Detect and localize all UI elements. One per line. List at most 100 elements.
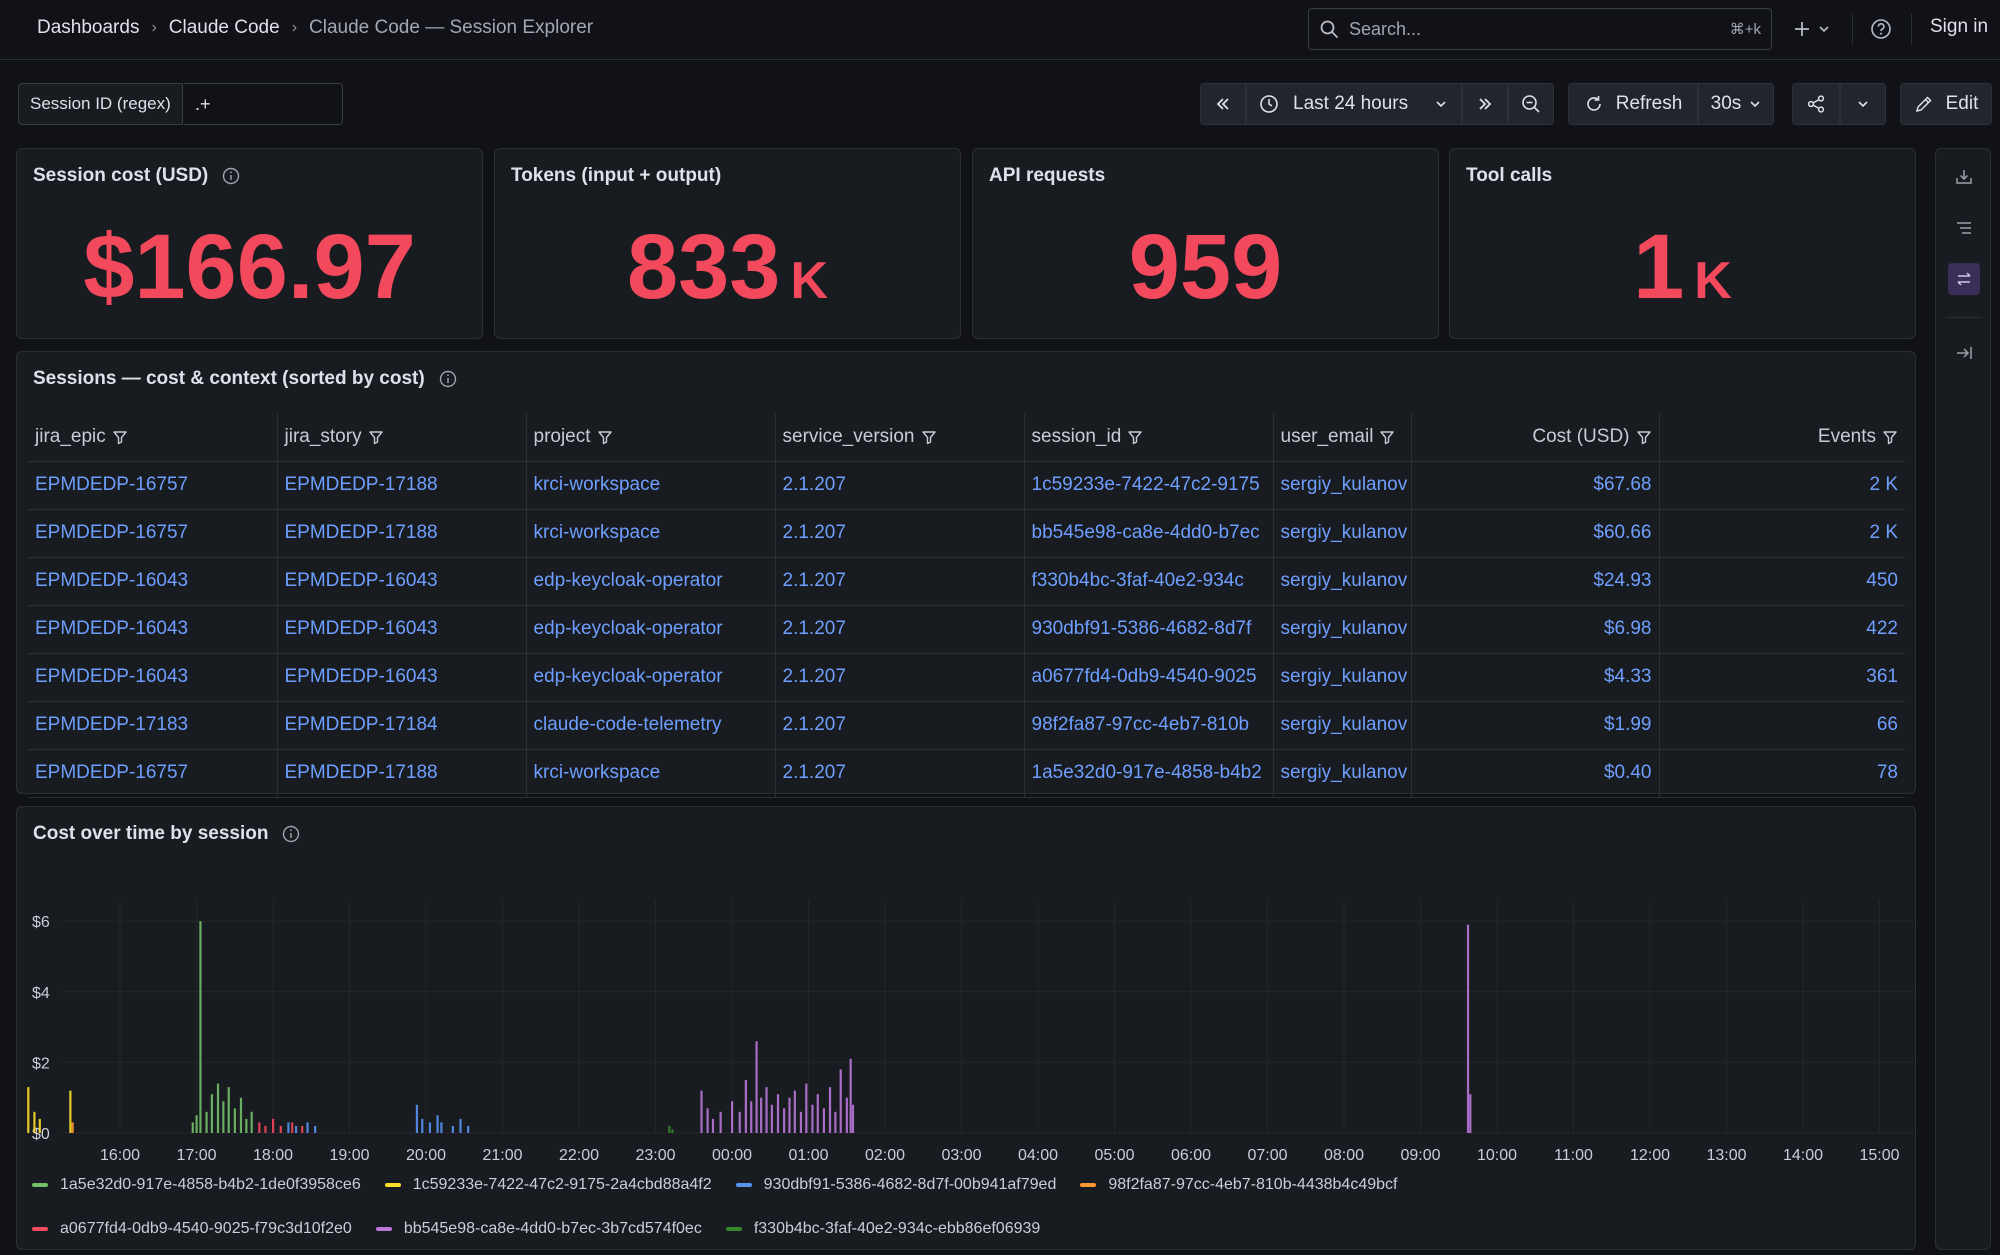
table-cell-cost-usd[interactable]: $4.33 <box>1411 653 1660 702</box>
legend-item[interactable]: 930dbf91-5386-4682-8d7f-00b941af79ed <box>735 1175 1056 1195</box>
table-cell-service-version[interactable]: 2.1.207 <box>775 509 1025 558</box>
info-icon[interactable] <box>439 370 457 388</box>
breadcrumb-claude-code[interactable]: Claude Code <box>168 17 280 38</box>
session-regex-input[interactable] <box>184 83 343 125</box>
table-cell-cost-usd[interactable]: $24.93 <box>1411 557 1660 606</box>
table-cell-session-id[interactable]: 98f2fa87-97cc-4eb7-810b <box>1024 701 1274 750</box>
table-cell-cost-usd[interactable]: $60.66 <box>1411 509 1660 558</box>
refresh-interval-picker[interactable]: 30s <box>1698 83 1774 125</box>
column-header[interactable]: user_email <box>1273 413 1412 462</box>
search-bar[interactable]: Search... ⌘+k <box>1308 8 1772 50</box>
table-cell-jira-epic[interactable]: EPMDEDP-16043 <box>28 605 278 654</box>
export-button[interactable] <box>1948 161 1980 193</box>
table-cell-session-id[interactable]: a0677fd4-0db9-4540-9025 <box>1024 653 1274 702</box>
outline-button[interactable] <box>1948 212 1980 244</box>
table-cell-cost-usd[interactable]: $6.98 <box>1411 605 1660 654</box>
column-header[interactable]: jira_story <box>277 413 527 462</box>
table-cell-user-email[interactable]: sergiy_kulanov <box>1273 557 1412 606</box>
table-cell-events[interactable]: 2 K <box>1659 461 1905 510</box>
table-cell-project[interactable]: edp-keycloak-operator <box>526 557 776 606</box>
table-cell-project[interactable]: edp-keycloak-operator <box>526 605 776 654</box>
table-cell-project[interactable]: claude-code-telemetry <box>526 701 776 750</box>
info-icon[interactable] <box>282 825 300 843</box>
share-button[interactable] <box>1792 83 1840 125</box>
table-cell-project[interactable]: edp-keycloak-operator <box>526 653 776 702</box>
column-header[interactable]: session_id <box>1024 413 1274 462</box>
table-cell-events[interactable]: 450 <box>1659 557 1905 606</box>
table-cell-jira-story[interactable]: EPMDEDP-16043 <box>277 605 527 654</box>
table-cell-jira-story[interactable]: EPMDEDP-17188 <box>277 749 527 798</box>
table-cell-project[interactable]: krci-workspace <box>526 749 776 798</box>
filter-icon[interactable] <box>368 429 384 445</box>
table-cell-session-id[interactable]: 930dbf91-5386-4682-8d7f <box>1024 605 1274 654</box>
table-cell-project[interactable]: krci-workspace <box>526 509 776 558</box>
table-cell-events[interactable]: 422 <box>1659 605 1905 654</box>
table-cell-cost-usd[interactable]: $1.99 <box>1411 701 1660 750</box>
table-cell-jira-epic[interactable]: EPMDEDP-16757 <box>28 749 278 798</box>
table-cell-events[interactable]: 2 K <box>1659 509 1905 558</box>
filter-icon[interactable] <box>921 429 937 445</box>
add-menu-button[interactable] <box>1792 12 1830 46</box>
column-header[interactable]: project <box>526 413 776 462</box>
filter-icon[interactable] <box>1379 429 1395 445</box>
table-cell-service-version[interactable]: 2.1.207 <box>775 557 1025 606</box>
table-cell-user-email[interactable]: sergiy_kulanov <box>1273 461 1412 510</box>
table-cell-jira-epic[interactable]: EPMDEDP-16757 <box>28 509 278 558</box>
table-cell-session-id[interactable]: 1a5e32d0-917e-4858-b4b2 <box>1024 749 1274 798</box>
table-cell-events[interactable]: 361 <box>1659 653 1905 702</box>
table-cell-user-email[interactable]: sergiy_kulanov <box>1273 653 1412 702</box>
filter-icon[interactable] <box>1882 429 1898 445</box>
column-header[interactable]: jira_epic <box>28 413 278 462</box>
table-cell-project[interactable]: krci-workspace <box>526 461 776 510</box>
filter-icon[interactable] <box>112 429 128 445</box>
table-cell-jira-story[interactable]: EPMDEDP-16043 <box>277 557 527 606</box>
table-cell-jira-story[interactable]: EPMDEDP-17184 <box>277 701 527 750</box>
filter-icon[interactable] <box>597 429 613 445</box>
table-cell-jira-story[interactable]: EPMDEDP-16043 <box>277 653 527 702</box>
table-cell-jira-epic[interactable]: EPMDEDP-16757 <box>28 461 278 510</box>
help-button[interactable] <box>1870 12 1892 46</box>
table-cell-events[interactable]: 66 <box>1659 701 1905 750</box>
column-header[interactable]: Events <box>1659 413 1905 462</box>
breadcrumb-dashboards[interactable]: Dashboards <box>37 17 140 38</box>
legend-item[interactable]: a0677fd4-0db9-4540-9025-f79c3d10f2e0 <box>32 1219 352 1239</box>
table-cell-jira-story[interactable]: EPMDEDP-17188 <box>277 461 527 510</box>
table-cell-cost-usd[interactable]: $67.68 <box>1411 461 1660 510</box>
time-range-picker[interactable]: Last 24 hours <box>1246 83 1462 125</box>
table-cell-user-email[interactable]: sergiy_kulanov <box>1273 605 1412 654</box>
table-cell-session-id[interactable]: bb545e98-ca8e-4dd0-b7ec <box>1024 509 1274 558</box>
share-menu-button[interactable] <box>1840 83 1886 125</box>
table-cell-events[interactable]: 78 <box>1659 749 1905 798</box>
table-cell-service-version[interactable]: 2.1.207 <box>775 701 1025 750</box>
table-cell-user-email[interactable]: sergiy_kulanov <box>1273 509 1412 558</box>
table-cell-jira-epic[interactable]: EPMDEDP-16043 <box>28 653 278 702</box>
table-cell-jira-story[interactable]: EPMDEDP-17188 <box>277 509 527 558</box>
legend-item[interactable]: 1a5e32d0-917e-4858-b4b2-1de0f3958ce6 <box>32 1175 361 1195</box>
table-cell-session-id[interactable]: f330b4bc-3faf-40e2-934c <box>1024 557 1274 606</box>
sign-in-link[interactable]: Sign in <box>1930 16 1989 37</box>
table-cell-cost-usd[interactable]: $0.40 <box>1411 749 1660 798</box>
collapse-sidebar-button[interactable] <box>1948 337 1980 369</box>
filter-icon[interactable] <box>1127 429 1143 445</box>
edit-button[interactable]: Edit <box>1900 83 1992 125</box>
refresh-button[interactable]: Refresh <box>1568 83 1698 125</box>
zoom-out-button[interactable] <box>1508 83 1554 125</box>
table-cell-service-version[interactable]: 2.1.207 <box>775 605 1025 654</box>
table-cell-session-id[interactable]: 1c59233e-7422-47c2-9175 <box>1024 461 1274 510</box>
legend-item[interactable]: f330b4bc-3faf-40e2-934c-ebb86ef06939 <box>725 1219 1040 1239</box>
time-shift-forward-button[interactable] <box>1462 83 1508 125</box>
column-header[interactable]: service_version <box>775 413 1025 462</box>
table-cell-jira-epic[interactable]: EPMDEDP-16043 <box>28 557 278 606</box>
table-cell-service-version[interactable]: 2.1.207 <box>775 461 1025 510</box>
legend-item[interactable]: 1c59233e-7422-47c2-9175-2a4cbd88a4f2 <box>384 1175 712 1195</box>
table-cell-user-email[interactable]: sergiy_kulanov <box>1273 749 1412 798</box>
time-shift-back-button[interactable] <box>1200 83 1246 125</box>
column-header[interactable]: Cost (USD) <box>1411 413 1660 462</box>
table-cell-jira-epic[interactable]: EPMDEDP-17183 <box>28 701 278 750</box>
filter-icon[interactable] <box>1636 429 1652 445</box>
table-cell-user-email[interactable]: sergiy_kulanov <box>1273 701 1412 750</box>
variables-button[interactable] <box>1948 263 1980 295</box>
table-cell-service-version[interactable]: 2.1.207 <box>775 749 1025 798</box>
legend-item[interactable]: bb545e98-ca8e-4dd0-b7ec-3b7cd574f0ec <box>375 1219 702 1239</box>
legend-item[interactable]: 98f2fa87-97cc-4eb7-810b-4438b4c49bcf <box>1080 1175 1397 1195</box>
